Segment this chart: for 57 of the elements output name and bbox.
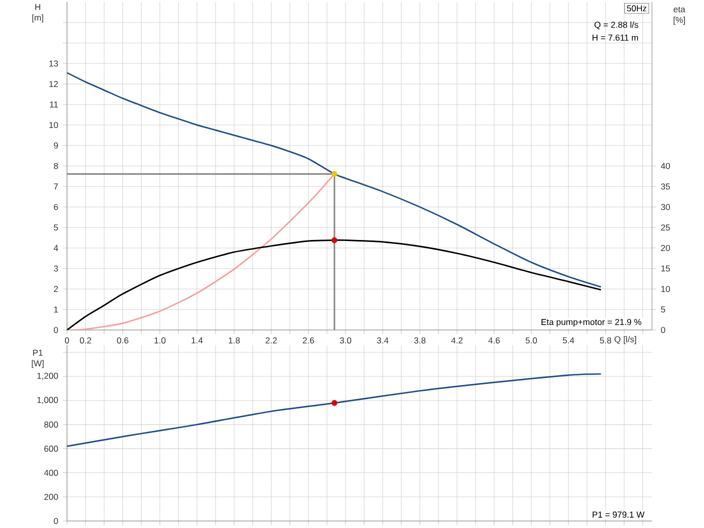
y2-tick-label: 35 <box>661 183 670 190</box>
y2-tick-label: 25 <box>661 224 670 231</box>
annotation: Eta pump+motor = 21.9 % <box>542 318 642 327</box>
y2-tick-label: 40 <box>660 162 670 170</box>
y-tick-label: 11 <box>50 102 58 108</box>
x-tick-label: 0.6 <box>117 337 128 344</box>
x-axis-title: Q [l/s] <box>614 336 636 344</box>
annotation: Q = 2.88 l/s <box>594 21 638 30</box>
y-tick-label: 1,200 <box>37 372 58 380</box>
y-tick-label: 3 <box>54 265 58 272</box>
y2-tick-label: 20 <box>661 244 670 252</box>
x-tick-label: 1.4 <box>192 337 203 344</box>
x-tick-label: 5.4 <box>562 337 574 344</box>
y-tick-label: 13 <box>49 60 58 67</box>
x-tick-label: 5.8 <box>600 337 612 344</box>
y-tick-label: 600 <box>44 446 58 452</box>
y-tick-label: 0 <box>54 518 58 524</box>
y-tick-label: 8 <box>54 162 58 170</box>
x-tick-label: 1.0 <box>154 337 166 344</box>
y2-axis-title: eta [%] <box>674 6 686 25</box>
annotation: 50Hz <box>627 5 646 12</box>
y2-tick-label: 5 <box>661 306 666 312</box>
y-tick-label: 12 <box>49 80 58 88</box>
annotation: H = 7.611 m <box>592 34 638 41</box>
y-tick-label: 1 <box>54 306 58 312</box>
x-tick-label: 3.0 <box>340 337 352 344</box>
y-tick-label: 10 <box>49 122 58 128</box>
y-axis-title: P1 [W] <box>32 350 44 368</box>
y-tick-label: 9 <box>54 142 58 149</box>
x-tick-label: 2.6 <box>302 337 314 344</box>
y-tick-label: 0 <box>54 326 58 334</box>
y2-tick-label: 10 <box>661 286 670 292</box>
x-tick-label: 0.2 <box>80 337 92 344</box>
y-tick-label: 7 <box>54 184 58 190</box>
y-tick-label: 2 <box>54 286 58 292</box>
y-tick-label: 800 <box>44 422 58 428</box>
x-tick-label: 5.0 <box>526 337 537 344</box>
y-axis-title: H [m] <box>32 4 44 22</box>
x-tick-label: 0 <box>64 337 70 344</box>
x-tick-label: 3.4 <box>377 337 388 344</box>
y-tick-label: 400 <box>44 470 58 476</box>
y2-tick-label: 30 <box>661 204 670 210</box>
x-tick-label: 4.2 <box>451 337 463 344</box>
x-tick-label: 2.2 <box>266 337 277 344</box>
y2-tick-label: 15 <box>661 265 670 272</box>
x-tick-label: 1.8 <box>228 337 240 344</box>
line-series <box>67 72 602 288</box>
y-tick-label: 4 <box>54 245 58 251</box>
line-series <box>67 373 602 447</box>
y2-tick-label: 0 <box>661 326 666 334</box>
x-tick-label: 3.8 <box>414 337 426 344</box>
y-tick-label: 200 <box>44 494 58 500</box>
x-tick-label: 4.6 <box>488 337 500 344</box>
y-tick-label: 1,000 <box>37 396 58 404</box>
y-tick-label: 6 <box>54 204 58 210</box>
y-tick-label: 5 <box>54 224 58 231</box>
annotation: P1 = 979.1 W <box>592 512 645 518</box>
